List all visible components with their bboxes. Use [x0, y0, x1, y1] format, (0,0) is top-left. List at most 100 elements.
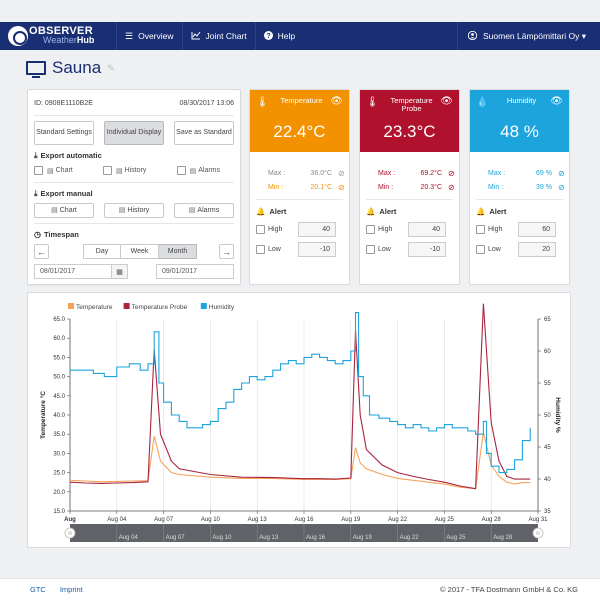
nav-joint-chart[interactable]: Joint Chart	[181, 22, 255, 50]
alert-heading: Alert	[269, 207, 287, 216]
legend-label: Temperature Probe	[132, 304, 188, 311]
alert-high-input[interactable]: 40	[298, 221, 336, 237]
document-icon: ▤	[188, 206, 196, 214]
export-chart-button[interactable]: ▤ Chart	[34, 203, 94, 218]
card-value: 23.3°C	[383, 122, 436, 141]
x-tick-label: Aug 04	[107, 517, 127, 523]
card-label: Temperature	[280, 96, 323, 105]
y-tick-label-left: 15.0	[53, 509, 65, 515]
timespan-day-button[interactable]: Day	[83, 244, 121, 259]
legend-swatch	[200, 303, 207, 309]
eye-icon[interactable]: 👁	[330, 96, 343, 107]
document-icon: ▤	[189, 167, 197, 175]
export-history-button[interactable]: ▤ History	[104, 203, 164, 218]
navigator-tick-label: Aug 16	[306, 535, 326, 541]
bell-icon: 🔔	[366, 207, 376, 216]
imprint-link[interactable]: Imprint	[59, 585, 83, 594]
bell-icon: 🔔	[256, 207, 266, 216]
y-tick-label-right: 45	[544, 445, 551, 451]
user-menu[interactable]: Suomen Lämpömittari Oy ▾	[456, 22, 600, 50]
calendar-icon[interactable]: ▦	[111, 264, 128, 279]
edit-pencil-icon[interactable]: ✎	[107, 62, 115, 73]
y-tick-label-left: 55.0	[53, 355, 65, 361]
monitor-icon	[26, 61, 46, 78]
date-to-input[interactable]: 09/01/2017	[156, 264, 234, 279]
x-tick-label: Aug 31	[528, 517, 548, 523]
alert-low-input[interactable]: -10	[298, 241, 336, 257]
timespan-heading: ◷ Timespan	[34, 230, 79, 239]
min-value: 39 %	[536, 183, 552, 191]
y-tick-label-left: 40.0	[53, 413, 65, 419]
sensor-line-chart[interactable]: Temperature Temperature Probe Humidity 15.0…	[28, 293, 572, 549]
prev-period-button[interactable]: ←	[34, 244, 49, 259]
svg-text:?: ?	[266, 33, 270, 40]
save-as-standard-button[interactable]: Save as Standard	[174, 121, 234, 145]
navigator-tick-label: Aug 25	[446, 535, 466, 541]
legend-swatch	[68, 303, 74, 309]
navigator-handle	[532, 527, 544, 539]
question-circle-icon: ?	[263, 30, 273, 42]
arrow-left-icon: ←	[37, 246, 46, 257]
alert-high-checkbox[interactable]	[256, 224, 265, 234]
observer-logo[interactable]: OBSERVER WeatherHub	[0, 22, 116, 50]
y-tick-label-left: 20.0	[53, 490, 65, 496]
eye-icon[interactable]: 👁	[440, 96, 453, 107]
clock-icon: ◷	[34, 230, 41, 239]
alert-high-checkbox[interactable]	[366, 224, 375, 234]
card-humidity: 💧 Humidity 👁 48 % Max :69 % ⊘ Min :39 % ⊘ …	[469, 89, 570, 285]
export-auto-chart-checkbox[interactable]: ▤ Chart	[34, 166, 73, 175]
nav-help[interactable]: ? Help	[254, 22, 303, 50]
individual-display-button[interactable]: Individual Display	[104, 121, 164, 145]
eye-slash-icon[interactable]: ⊘	[338, 182, 345, 192]
nav-overview[interactable]: ☰ Overview	[116, 22, 182, 50]
x-tick-label: Aug 22	[388, 517, 408, 523]
eye-icon[interactable]: 👁	[550, 96, 563, 107]
timespan-month-button[interactable]: Month	[159, 244, 197, 259]
card-temperature-probe: 🌡 Temperature Probe 👁 23.3°C Max :69.2°C…	[359, 89, 460, 285]
navigator-tick-label: Aug 28	[493, 535, 513, 541]
standard-settings-button[interactable]: Standard Settings	[34, 121, 94, 145]
y-tick-label-left: 30.0	[53, 451, 65, 457]
logo-o-icon	[8, 26, 28, 46]
export-auto-alarms-checkbox[interactable]: ▤ Alarms	[176, 166, 220, 175]
y-tick-label-left: 35.0	[53, 432, 65, 438]
top-navbar: OBSERVER WeatherHub ☰ Overview Joint Cha…	[0, 22, 600, 50]
eye-slash-icon[interactable]: ⊘	[558, 168, 565, 178]
export-alarms-button[interactable]: ▤ Alarms	[174, 203, 234, 218]
alert-heading: Alert	[489, 207, 507, 216]
export-automatic-heading: ⤓ Export automatic	[34, 150, 102, 161]
max-value: 69 %	[536, 169, 552, 177]
alert-low-input[interactable]: 20	[518, 241, 556, 257]
timespan-week-button[interactable]: Week	[121, 244, 159, 259]
nav-help-label: Help	[277, 31, 296, 41]
alert-low-checkbox[interactable]	[366, 244, 375, 254]
page-title: Sauna	[52, 58, 102, 77]
alert-low-checkbox[interactable]	[476, 244, 485, 254]
alert-low-checkbox[interactable]	[256, 244, 265, 254]
card-header: 🌡 Temperature Probe 👁 23.3°C	[360, 90, 459, 152]
y-axis-title-right: Humidity %	[554, 397, 561, 433]
line-chart-icon	[191, 31, 201, 42]
gtc-link[interactable]: GTC	[30, 585, 46, 594]
eye-slash-icon[interactable]: ⊘	[448, 182, 455, 192]
y-tick-label-right: 50	[544, 413, 551, 419]
alert-high-input[interactable]: 60	[518, 221, 556, 237]
alert-heading: Alert	[379, 207, 397, 216]
max-value: 36.0°C	[310, 169, 332, 177]
alert-high-checkbox[interactable]	[476, 224, 485, 234]
card-value: 22.4°C	[273, 122, 326, 141]
date-from-input[interactable]: 08/01/2017 ▦	[34, 264, 128, 279]
next-period-button[interactable]: →	[219, 244, 234, 259]
logo-subtitle: WeatherHub	[43, 35, 95, 45]
eye-slash-icon[interactable]: ⊘	[338, 168, 345, 178]
navigator-tick-label: Aug 10	[212, 535, 232, 541]
alert-high-input[interactable]: 40	[408, 221, 446, 237]
alert-low-input[interactable]: -10	[408, 241, 446, 257]
eye-slash-icon[interactable]: ⊘	[558, 182, 565, 192]
eye-slash-icon[interactable]: ⊘	[448, 168, 455, 178]
export-auto-history-checkbox[interactable]: ▤ History	[102, 166, 146, 175]
y-axis-title-left: Temperature °C	[39, 391, 47, 439]
page-header: Sauna ✎	[26, 58, 115, 78]
user-menu-label: Suomen Lämpömittari Oy ▾	[482, 30, 586, 41]
nav-joint-chart-label: Joint Chart	[205, 31, 247, 41]
